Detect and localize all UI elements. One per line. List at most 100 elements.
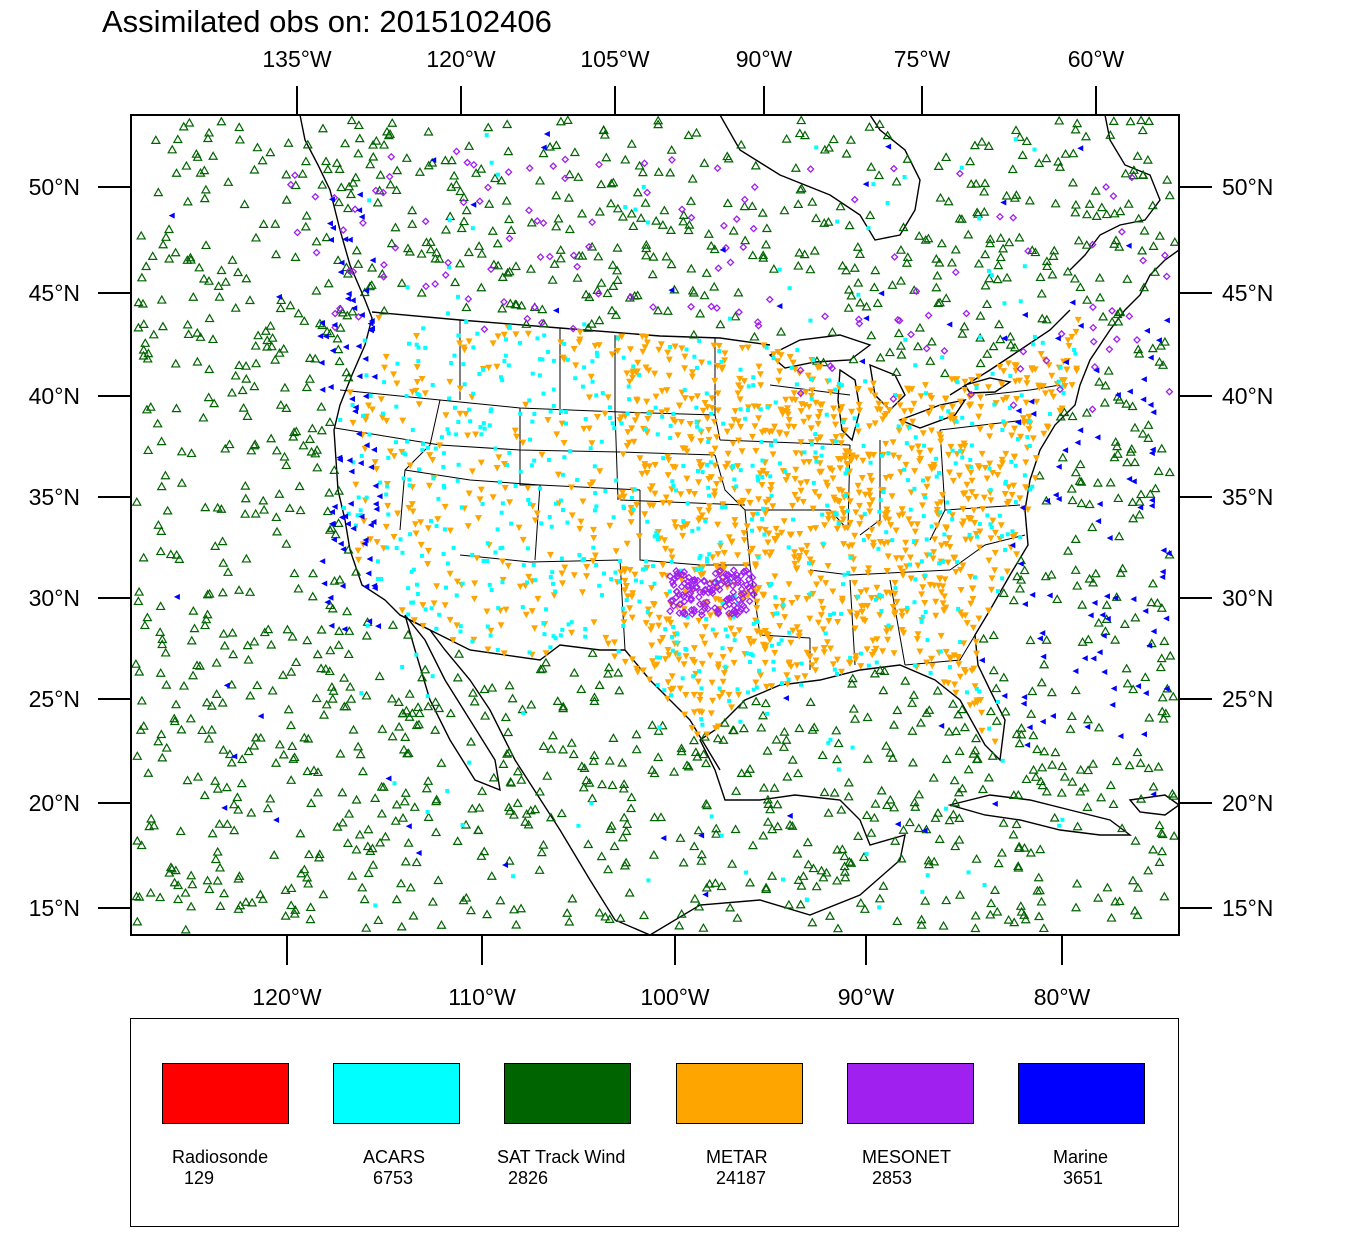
acars-mark xyxy=(546,350,551,355)
sat-track-wind-mark xyxy=(594,907,605,917)
sat-track-wind-mark xyxy=(1129,457,1140,467)
metar-mark xyxy=(940,593,948,600)
sat-track-wind-mark xyxy=(1095,292,1106,302)
sat-track-wind-mark xyxy=(648,849,659,859)
sat-track-wind-mark xyxy=(375,837,386,847)
acars-mark xyxy=(456,333,461,338)
acars-mark xyxy=(832,611,837,616)
sat-track-wind-mark xyxy=(731,786,742,795)
acars-mark xyxy=(430,674,435,679)
metar-mark xyxy=(858,608,866,616)
metar-mark xyxy=(873,406,881,413)
acars-mark xyxy=(974,686,979,691)
metar-mark xyxy=(868,526,876,534)
acars-mark xyxy=(685,501,690,506)
sat-track-wind-mark xyxy=(1122,457,1133,467)
marine-mark xyxy=(362,355,369,362)
mesonet-mark xyxy=(746,586,755,595)
acars-mark xyxy=(561,507,566,512)
metar-mark xyxy=(852,656,860,663)
sat-track-wind-mark xyxy=(1039,746,1050,756)
sat-track-wind-mark xyxy=(278,343,289,353)
metar-mark xyxy=(679,532,687,540)
sat-track-wind-mark xyxy=(1094,272,1105,282)
sat-track-wind-mark xyxy=(281,538,292,548)
sat-track-wind-mark xyxy=(241,273,252,283)
metar-mark xyxy=(619,451,627,458)
metar-mark xyxy=(1063,366,1071,374)
metar-mark xyxy=(785,660,793,668)
metar-mark xyxy=(434,516,442,523)
metar-mark xyxy=(360,518,368,525)
acars-mark xyxy=(439,435,444,440)
sat-track-wind-mark xyxy=(933,161,944,170)
acars-mark xyxy=(498,546,503,551)
metar-mark xyxy=(785,423,793,430)
acars-mark xyxy=(564,409,569,414)
sat-track-wind-mark xyxy=(133,596,144,606)
acars-mark xyxy=(919,559,924,564)
acars-mark xyxy=(696,526,701,531)
sat-track-wind-mark xyxy=(344,181,355,191)
mesonet-mark xyxy=(679,571,688,580)
acars-mark xyxy=(760,516,765,521)
metar-mark xyxy=(921,600,929,607)
metar-mark xyxy=(830,405,838,413)
acars-mark xyxy=(735,687,740,692)
metar-mark xyxy=(873,584,881,592)
metar-mark xyxy=(708,679,716,687)
metar-mark xyxy=(398,607,406,614)
legend-label: SAT Track Wind xyxy=(497,1147,626,1167)
marine-mark xyxy=(1020,700,1027,707)
acars-mark xyxy=(762,532,767,537)
metar-mark xyxy=(1013,396,1021,403)
metar-mark xyxy=(558,580,566,587)
sat-track-wind-mark xyxy=(641,243,652,253)
sat-track-wind-mark xyxy=(431,827,442,837)
acars-mark xyxy=(375,559,380,564)
acars-mark xyxy=(655,532,660,537)
metar-mark xyxy=(651,462,659,469)
metar-mark xyxy=(1004,360,1012,367)
metar-mark xyxy=(651,370,659,378)
sat-track-wind-mark xyxy=(596,179,607,189)
sat-track-wind-mark xyxy=(1014,841,1025,851)
mesonet-mark xyxy=(695,593,703,601)
sat-track-wind-mark xyxy=(1066,711,1077,721)
acars-mark xyxy=(684,647,689,652)
metar-mark xyxy=(948,512,956,519)
acars-mark xyxy=(582,322,587,327)
sat-track-wind-mark xyxy=(347,306,358,316)
acars-mark xyxy=(955,380,960,385)
sat-track-wind-mark xyxy=(346,693,357,703)
marine-mark xyxy=(991,800,998,807)
sat-track-wind-mark xyxy=(916,914,927,924)
metar-mark xyxy=(815,619,823,627)
metar-mark xyxy=(770,351,778,358)
sat-track-wind-mark xyxy=(511,919,522,929)
acars-mark xyxy=(509,521,514,526)
metar-mark xyxy=(971,519,979,527)
metar-mark xyxy=(590,535,598,542)
sat-track-wind-mark xyxy=(980,249,991,259)
sat-track-wind-mark xyxy=(270,219,281,228)
acars-mark xyxy=(589,801,594,806)
sat-track-wind-mark xyxy=(628,221,639,231)
sat-track-wind-mark xyxy=(567,893,578,903)
acars-mark xyxy=(719,833,724,838)
sat-track-wind-mark xyxy=(719,717,730,727)
metar-mark xyxy=(642,620,650,627)
sat-track-wind-mark xyxy=(380,831,391,841)
acars-mark xyxy=(1028,487,1033,492)
metar-mark xyxy=(822,580,830,587)
sat-track-wind-mark xyxy=(983,772,994,782)
sat-track-wind-mark xyxy=(423,160,434,170)
sat-track-wind-mark xyxy=(933,298,944,308)
mesonet-mark xyxy=(912,287,921,296)
sat-track-wind-mark xyxy=(521,808,532,818)
mesonet-mark xyxy=(996,212,1004,221)
metar-mark xyxy=(628,656,636,663)
sat-track-wind-mark xyxy=(333,344,344,354)
marine-mark xyxy=(273,816,280,823)
acars-mark xyxy=(487,423,492,428)
